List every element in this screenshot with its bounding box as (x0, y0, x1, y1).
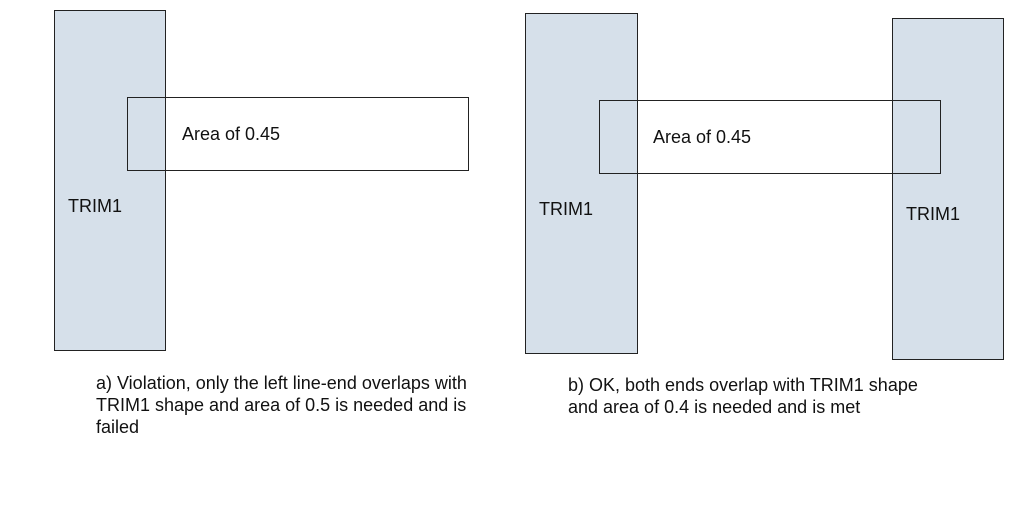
line-shape-b (599, 100, 941, 174)
caption-b: b) OK, both ends overlap with TRIM1 shap… (568, 375, 918, 417)
trim1-label-b-right: TRIM1 (906, 204, 960, 224)
caption-a: a) Violation, only the left line-end ove… (96, 373, 467, 437)
area-label-a: Area of 0.45 (182, 124, 281, 144)
area-label-b: Area of 0.45 (653, 127, 752, 147)
trim1-label-b-left: TRIM1 (539, 199, 593, 219)
trim1-shape-a (54, 10, 166, 351)
trim1-label-a: TRIM1 (68, 196, 122, 216)
trim1-shape-b-left (525, 13, 638, 354)
line-shape-a (127, 97, 469, 171)
trim1-shape-b-right (892, 18, 1004, 360)
